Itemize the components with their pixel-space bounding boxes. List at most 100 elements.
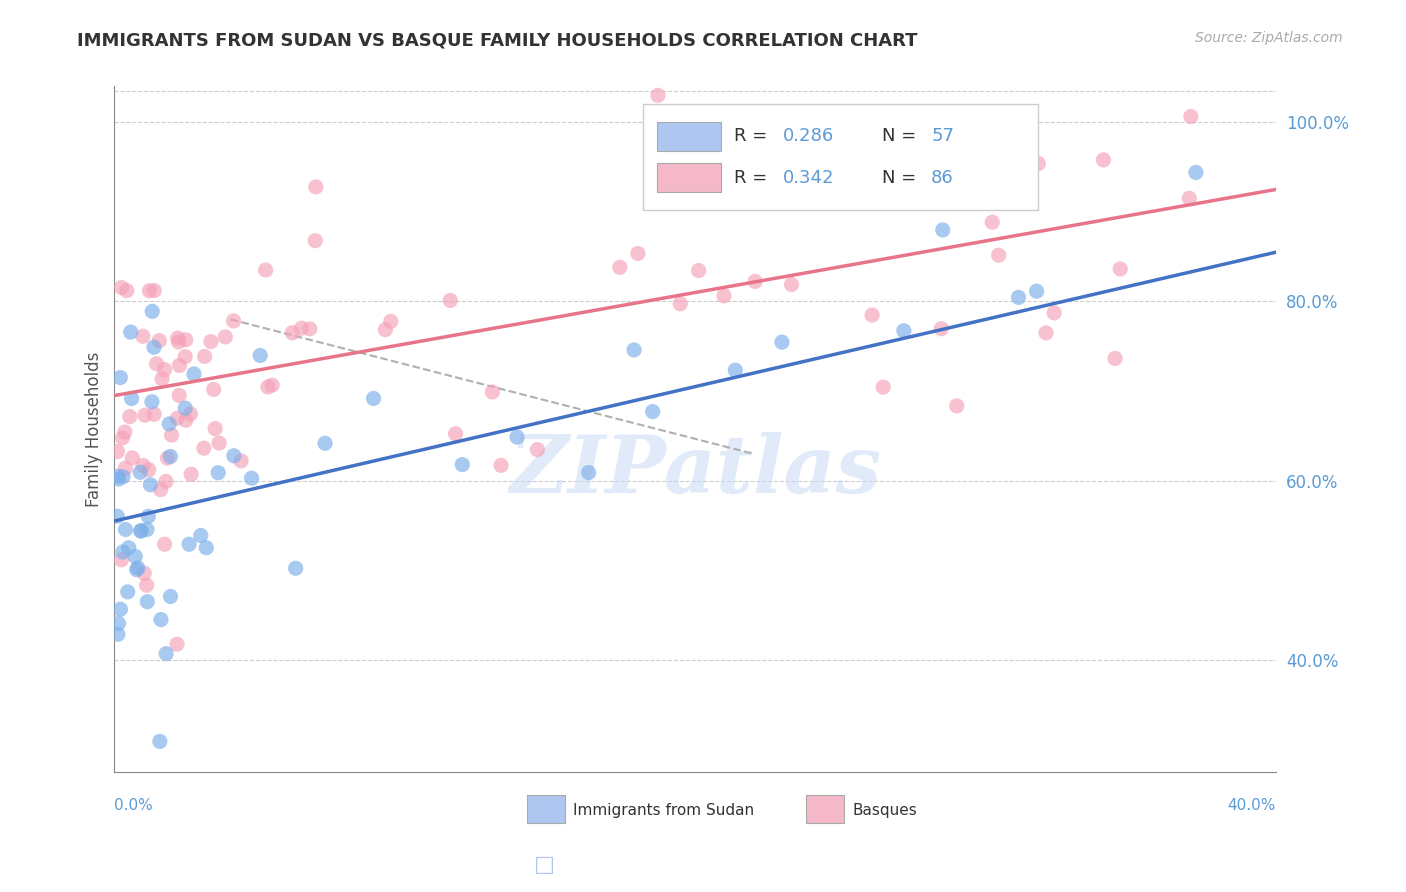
Point bbox=[111, 469, 134, 483]
Point bbox=[127, 561, 149, 575]
Point bbox=[135, 578, 157, 592]
Text: R =: R = bbox=[734, 169, 772, 186]
Point bbox=[111, 431, 134, 445]
Point bbox=[107, 472, 129, 486]
Point bbox=[987, 248, 1010, 262]
Point bbox=[125, 563, 148, 577]
Point bbox=[134, 409, 156, 423]
Point bbox=[148, 334, 170, 348]
Point bbox=[724, 363, 747, 377]
Point bbox=[179, 407, 201, 421]
Point bbox=[124, 549, 146, 564]
Text: ZIPatlas: ZIPatlas bbox=[509, 432, 882, 509]
Point bbox=[929, 322, 952, 336]
Point bbox=[609, 260, 631, 275]
Point bbox=[114, 425, 136, 439]
FancyBboxPatch shape bbox=[643, 103, 1038, 210]
Point bbox=[641, 404, 664, 418]
Point bbox=[284, 561, 307, 575]
Point bbox=[380, 314, 402, 328]
Point bbox=[200, 334, 222, 349]
Point bbox=[190, 528, 212, 542]
Point bbox=[526, 442, 548, 457]
Point bbox=[107, 616, 129, 631]
Point bbox=[818, 173, 841, 187]
Point bbox=[439, 293, 461, 308]
Point bbox=[1007, 290, 1029, 304]
Point bbox=[136, 523, 159, 537]
Point bbox=[231, 454, 253, 468]
Point bbox=[166, 331, 188, 345]
Text: Immigrants from Sudan: Immigrants from Sudan bbox=[574, 803, 755, 818]
Text: 40.0%: 40.0% bbox=[1227, 798, 1277, 813]
Point bbox=[860, 308, 883, 322]
Point bbox=[149, 734, 172, 748]
Point bbox=[149, 483, 172, 497]
Point bbox=[945, 399, 967, 413]
Point bbox=[924, 173, 946, 187]
Text: 86: 86 bbox=[931, 169, 953, 186]
Point bbox=[141, 304, 163, 318]
Point bbox=[1185, 165, 1208, 179]
Point bbox=[174, 413, 197, 427]
Point bbox=[110, 553, 132, 567]
Point bbox=[167, 388, 190, 402]
Point bbox=[155, 475, 177, 489]
Point bbox=[281, 326, 304, 340]
Point bbox=[139, 477, 162, 491]
Point bbox=[451, 458, 474, 472]
Text: 0.286: 0.286 bbox=[782, 128, 834, 145]
Point bbox=[444, 426, 467, 441]
Text: □: □ bbox=[534, 855, 555, 875]
Point bbox=[110, 370, 132, 384]
Point bbox=[159, 450, 181, 464]
Point bbox=[180, 467, 202, 482]
Point bbox=[143, 284, 166, 298]
Point bbox=[932, 223, 955, 237]
Point bbox=[1043, 306, 1066, 320]
Point bbox=[145, 357, 167, 371]
Point bbox=[298, 322, 321, 336]
Point bbox=[114, 461, 136, 475]
Point bbox=[156, 451, 179, 466]
Point bbox=[121, 392, 143, 406]
Text: 0.0%: 0.0% bbox=[114, 798, 153, 813]
Point bbox=[363, 392, 385, 406]
Point bbox=[143, 407, 166, 421]
Point bbox=[115, 284, 138, 298]
Point bbox=[118, 409, 141, 424]
Point bbox=[627, 246, 650, 260]
Point bbox=[314, 436, 336, 450]
Point bbox=[179, 537, 201, 551]
Point bbox=[174, 401, 197, 416]
Point bbox=[262, 378, 284, 392]
Text: R =: R = bbox=[734, 128, 772, 145]
Point bbox=[1104, 351, 1126, 366]
Point bbox=[157, 417, 180, 431]
Text: N =: N = bbox=[883, 128, 922, 145]
Point bbox=[489, 458, 512, 473]
Point bbox=[1025, 284, 1047, 298]
Point bbox=[134, 566, 156, 581]
Point bbox=[1028, 156, 1050, 170]
Point bbox=[193, 441, 215, 455]
Point bbox=[202, 383, 225, 397]
Point bbox=[153, 537, 176, 551]
Point bbox=[174, 333, 197, 347]
Point bbox=[149, 613, 172, 627]
Point bbox=[1035, 326, 1057, 340]
Point bbox=[105, 469, 128, 483]
Point bbox=[770, 335, 793, 350]
Point bbox=[713, 289, 735, 303]
Point bbox=[214, 330, 236, 344]
Point bbox=[138, 284, 160, 298]
Point bbox=[111, 545, 134, 559]
Point bbox=[107, 627, 129, 641]
Point bbox=[780, 277, 803, 292]
Point bbox=[893, 324, 915, 338]
Point bbox=[207, 466, 229, 480]
Point bbox=[222, 449, 245, 463]
Point bbox=[647, 88, 669, 103]
Point bbox=[222, 314, 245, 328]
Text: IMMIGRANTS FROM SUDAN VS BASQUE FAMILY HOUSEHOLDS CORRELATION CHART: IMMIGRANTS FROM SUDAN VS BASQUE FAMILY H… bbox=[77, 31, 918, 49]
